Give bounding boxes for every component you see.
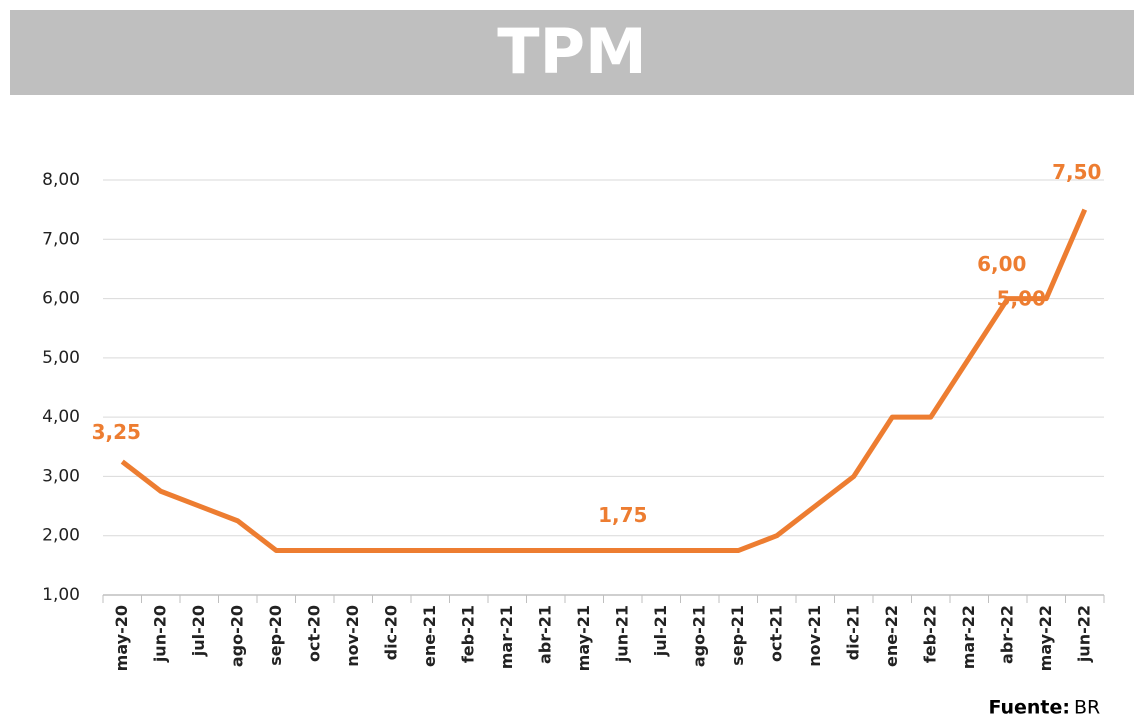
x-tick-label: jul-21 <box>651 605 670 657</box>
x-tick-label: ene-22 <box>882 605 901 667</box>
x-tick-label: sep-20 <box>266 605 285 666</box>
y-tick-label: 1,00 <box>42 585 80 605</box>
x-tick-label: abr-21 <box>535 605 554 664</box>
y-tick-label: 5,00 <box>42 348 80 368</box>
x-tick-label: jun-20 <box>150 605 169 663</box>
x-tick-label: ago-20 <box>227 605 246 667</box>
x-tick-label: jul-20 <box>189 605 208 657</box>
y-tick-label: 4,00 <box>42 407 80 427</box>
x-tick-label: jun-22 <box>1074 605 1093 663</box>
x-tick-label: oct-21 <box>766 605 785 662</box>
x-tick-label: feb-22 <box>920 605 939 663</box>
x-tick-label: ago-21 <box>689 605 708 667</box>
x-tick-label: mar-22 <box>959 605 978 669</box>
x-tick-label: feb-21 <box>458 605 477 663</box>
y-tick-label: 6,00 <box>42 289 80 309</box>
x-tick-label: nov-21 <box>805 605 824 667</box>
source: BR <box>1074 697 1100 719</box>
x-tick-label: oct-20 <box>304 605 323 662</box>
line <box>120 208 1088 554</box>
x-tick-label: sep-21 <box>728 605 747 666</box>
source-label: Fuente: <box>988 697 1070 719</box>
x-tick-label: may-20 <box>112 605 131 671</box>
title-banner <box>10 10 1134 95</box>
x-tick-label: dic-20 <box>381 605 400 660</box>
data-label: 6,00 <box>977 252 1026 276</box>
data-label: 5,00 <box>997 286 1046 310</box>
x-tick-label: ene-21 <box>420 605 439 667</box>
data-label: 7,50 <box>1052 160 1101 184</box>
y-tick-label: 8,00 <box>42 170 80 190</box>
chart-title: TPM <box>497 15 646 88</box>
y-tick-label: 3,00 <box>42 466 80 486</box>
x-tick-label: jun-21 <box>612 605 631 663</box>
x-tick-label: abr-22 <box>997 605 1016 664</box>
x-tick-label: dic-21 <box>843 605 862 660</box>
x-tick-label: nov-20 <box>343 605 362 667</box>
data-label: 1,75 <box>598 503 647 527</box>
y-tick-label: 7,00 <box>42 229 80 249</box>
x-tick-label: may-22 <box>1036 605 1055 671</box>
data-label: 3,25 <box>92 420 141 444</box>
x-tick-label: may-21 <box>574 605 593 671</box>
x-tick-label: mar-21 <box>497 605 516 669</box>
y-tick-label: 2,00 <box>42 526 80 546</box>
